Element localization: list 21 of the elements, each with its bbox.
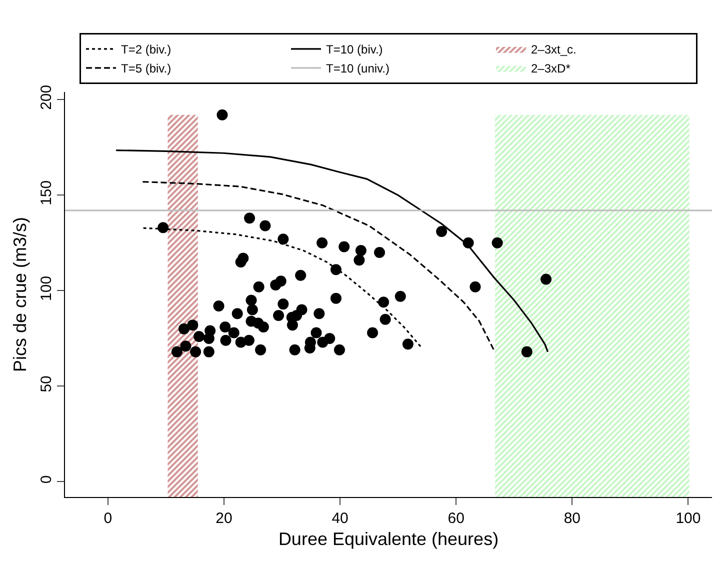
y-tick-label: 200 [38,84,55,110]
x-tick-label: 20 [216,510,232,527]
legend-label: T=10 (biv.) [326,42,383,57]
x-tick-label: 40 [332,510,348,527]
x-tick-label: 80 [564,510,581,527]
y-tick-label: 0 [38,475,55,484]
x-tick-label: 60 [448,510,464,527]
legend-label: T=10 (univ.) [326,62,390,76]
legend-label: 2–3xt_c. [531,42,576,57]
y-axis-title: Pics de crue (m3/s) [10,216,30,372]
legend-label: T=5 (biv.) [121,62,172,76]
legend-label: 2–3xD* [531,62,571,76]
y-tick-label: 50 [38,376,55,392]
x-tick-label: 0 [104,510,112,527]
legend-label: T=2 (biv.) [121,42,172,57]
x-axis-title: Duree Equivalente (heures) [278,529,499,550]
line-series [142,180,495,351]
y-tick-label: 100 [38,276,55,301]
y-tick-label: 150 [38,180,55,206]
x-tick-label: 100 [676,510,701,527]
line-series [115,149,549,353]
